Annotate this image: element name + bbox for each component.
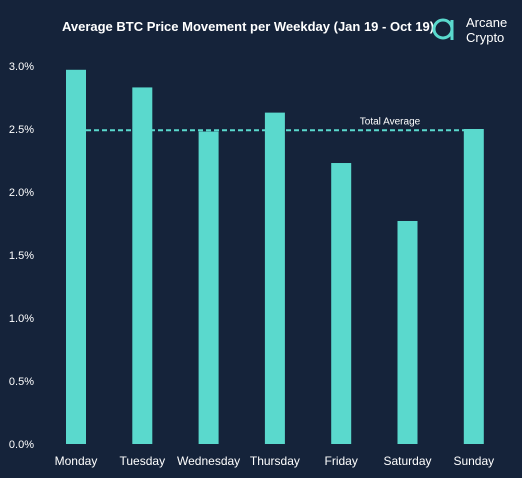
logo: Arcane Crypto xyxy=(432,15,507,45)
y-tick-label: 2.0% xyxy=(9,187,34,199)
bar-saturday xyxy=(397,220,418,444)
y-tick-label: 0.5% xyxy=(9,376,34,388)
x-tick-label: Saturday xyxy=(383,454,431,468)
y-tick-label: 3.0% xyxy=(9,61,34,73)
y-tick-label: 0.0% xyxy=(9,439,34,451)
x-tick-label: Thursday xyxy=(250,454,300,468)
bars-group xyxy=(66,69,484,445)
y-tick-label: 1.5% xyxy=(9,250,34,262)
bar-tuesday xyxy=(132,87,153,445)
y-tick-label: 1.0% xyxy=(9,313,34,325)
x-tick-label: Friday xyxy=(325,454,358,468)
x-tick-label: Wednesday xyxy=(177,454,240,468)
logo-text-crypto: Crypto xyxy=(466,30,504,45)
logo-text-arcane: Arcane xyxy=(466,15,507,30)
bar-monday xyxy=(66,69,86,444)
average-reference-line-group: Total Average xyxy=(86,116,474,132)
arcane-crypto-logo-icon xyxy=(432,18,454,40)
bar-friday xyxy=(331,163,352,444)
x-axis: Monday Tuesday Wednesday Thursday Friday Satu… xyxy=(55,454,495,468)
x-tick-label: Monday xyxy=(55,454,98,468)
x-tick-label: Sunday xyxy=(453,454,494,468)
total-average-label: Total Average xyxy=(360,116,421,127)
x-tick-label: Tuesday xyxy=(120,454,166,468)
y-axis: 0.0% 0.5% 1.0% 1.5% 2.0% 2.5% 3.0% xyxy=(9,61,34,451)
bar-thursday xyxy=(264,112,285,445)
y-tick-label: 2.5% xyxy=(9,124,34,136)
bar-sunday xyxy=(463,129,484,444)
chart-title: Average BTC Price Movement per Weekday (… xyxy=(62,19,434,34)
bar-wednesday xyxy=(198,131,219,444)
